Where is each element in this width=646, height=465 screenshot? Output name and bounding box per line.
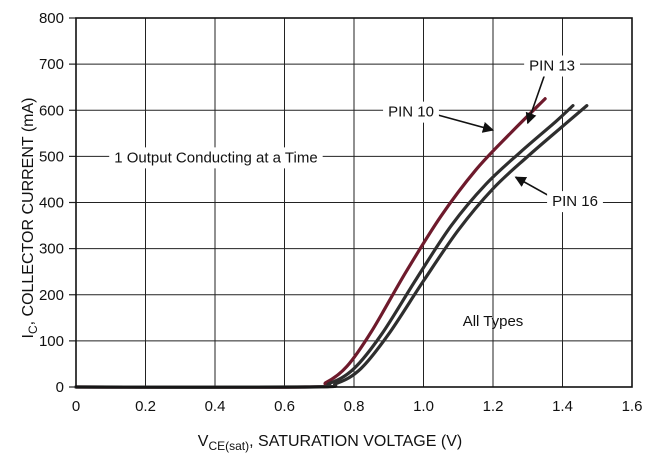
y-tick-label: 500 [39, 148, 64, 165]
x-axis-title-rest: , SATURATION VOLTAGE (V) [249, 433, 462, 450]
annotation-background [109, 147, 323, 169]
series-layer [74, 97, 589, 389]
y-tick-label: 700 [39, 56, 64, 73]
x-tick-label: 1.6 [622, 398, 643, 415]
y-tick-label: 300 [39, 241, 64, 258]
axes: 0 0.2 0.4 0.6 0.8 1.0 1.2 1.4 1.6 0 100 200 300 400 50… [39, 10, 642, 415]
annotation-arrow-pin-13 [525, 73, 546, 125]
series-line-pin-10 [74, 97, 547, 389]
x-axis-title: VCE(sat), SATURATION VOLTAGE (V) [198, 433, 462, 453]
y-tick-label: 800 [39, 10, 64, 27]
y-tick-label: 600 [39, 102, 64, 119]
y-axis-title-main: I [20, 334, 37, 338]
annotation-arrow-pin-16 [514, 176, 549, 197]
y-axis-title: IC, COLLECTOR CURRENT (mA) [20, 98, 40, 339]
x-tick-label: 0.2 [135, 398, 156, 415]
annotation-pin-13: PIN 13 [529, 58, 575, 75]
annotation-background [524, 55, 581, 77]
y-tick-label: 400 [39, 195, 64, 212]
x-tick-label: 0.8 [344, 398, 365, 415]
annotation-1-output-conducting-at-a-time: 1 Output Conducting at a Time [114, 149, 317, 166]
plot-frame [75, 17, 633, 388]
x-tick-label: 0.6 [274, 398, 295, 415]
x-tick-label: 1.0 [413, 398, 434, 415]
y-axis-title-sub: C [26, 325, 40, 334]
x-tick-label: 0 [72, 398, 80, 415]
x-axis-title-sub: CE(sat) [208, 439, 249, 453]
x-tick-label: 1.2 [483, 398, 504, 415]
y-tick-label: 100 [39, 333, 64, 350]
y-axis-title-rest: , COLLECTOR CURRENT (mA) [20, 98, 37, 326]
x-axis-title-main: V [198, 433, 209, 450]
annotation-all-types: All Types [463, 313, 524, 330]
y-tick-label: 200 [39, 287, 64, 304]
annotation-background [547, 191, 603, 213]
annotation-pin-16: PIN 16 [552, 193, 598, 210]
x-tick-label: 1.4 [552, 398, 573, 415]
annotations: 1 Output Conducting at a Time PIN 10 PIN 1… [109, 55, 603, 330]
x-tick-label: 0.4 [205, 398, 226, 415]
annotation-arrow-pin-10 [437, 114, 495, 133]
annotation-background [383, 101, 439, 123]
annotation-pin-10: PIN 10 [388, 104, 434, 121]
y-tick-label: 0 [56, 379, 64, 396]
